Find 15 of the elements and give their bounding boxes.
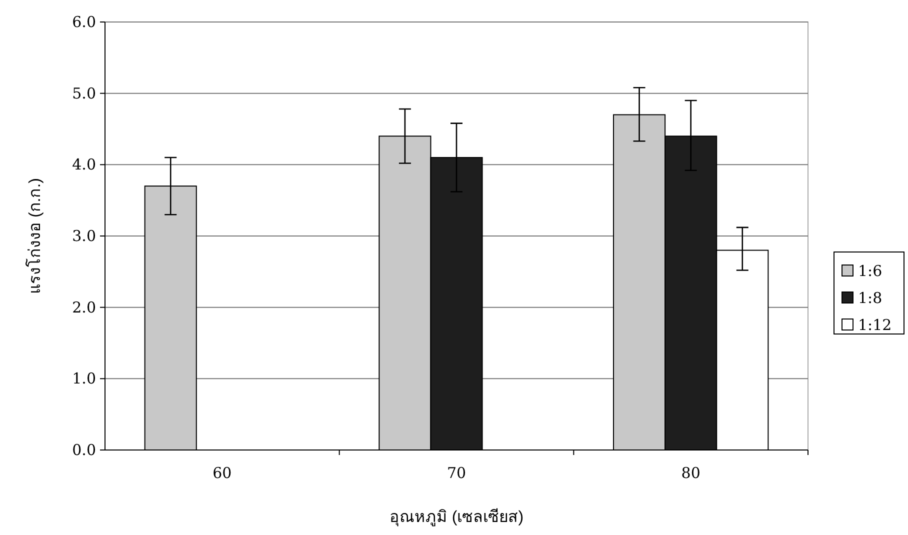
x-axis-title: อุณหภูมิ (เซลเซียส) [389,508,524,527]
y-tick-label: 3.0 [72,227,96,245]
legend-label: 1:6 [858,262,882,280]
y-tick-label: 2.0 [72,298,96,316]
y-tick-label: 1.0 [72,370,96,388]
y-axis-title: แรงโก่งงอ (ก.ก.) [25,178,44,294]
x-tick-label: 60 [212,464,232,482]
y-tick-label: 6.0 [72,13,96,31]
legend-label: 1:8 [858,289,882,307]
x-tick-label: 70 [446,464,466,482]
y-tick-label: 0.0 [72,441,96,459]
legend-label: 1:12 [858,316,892,334]
x-tick-label: 80 [681,464,700,482]
y-tick-label: 5.0 [72,84,96,102]
y-tick-label: 4.0 [72,156,96,174]
